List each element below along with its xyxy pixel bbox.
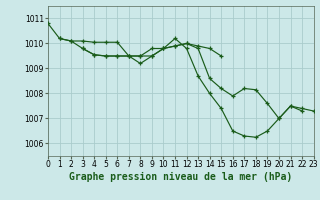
X-axis label: Graphe pression niveau de la mer (hPa): Graphe pression niveau de la mer (hPa) — [69, 172, 292, 182]
